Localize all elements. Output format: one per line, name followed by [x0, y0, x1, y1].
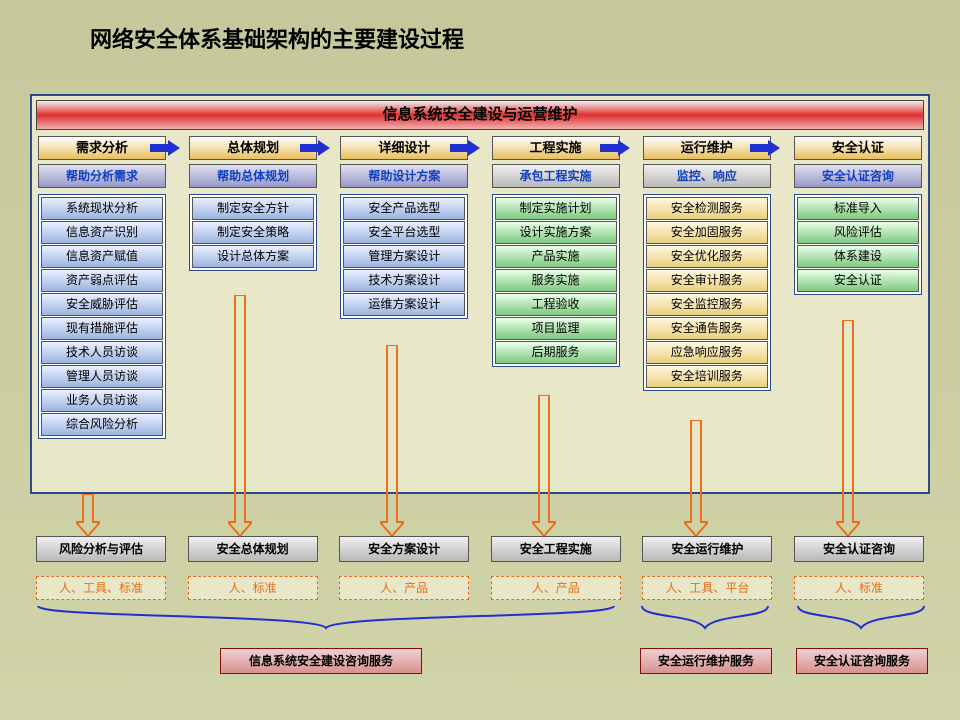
- summary-box: 安全工程实施: [491, 536, 621, 562]
- phase-item: 业务人员访谈: [41, 389, 163, 412]
- phase-item: 项目监理: [495, 317, 617, 340]
- diagram-container: 信息系统安全建设与运营维护 需求分析帮助分析需求系统现状分析信息资产识别信息资产…: [30, 94, 930, 494]
- phase-item: 应急响应服务: [646, 341, 768, 364]
- phase-item: 安全优化服务: [646, 245, 768, 268]
- brace-icon: [796, 604, 926, 640]
- phase-2: 详细设计帮助设计方案安全产品选型安全平台选型管理方案设计技术方案设计运维方案设计: [340, 136, 468, 439]
- phase-item: 产品实施: [495, 245, 617, 268]
- phase-sub: 安全认证咨询: [794, 164, 922, 188]
- phase-item: 安全认证: [797, 269, 919, 292]
- arrow-right-icon: [300, 140, 330, 156]
- arrow-down-icon: [76, 494, 100, 536]
- phase-item: 安全加固服务: [646, 221, 768, 244]
- phase-3: 工程实施承包工程实施制定实施计划设计实施方案产品实施服务实施工程验收项目监理后期…: [492, 136, 620, 439]
- phase-header: 总体规划: [189, 136, 317, 160]
- phase-item: 标准导入: [797, 197, 919, 220]
- tag-box: 人、工具、平台: [642, 576, 772, 600]
- phase-item: 资产弱点评估: [41, 269, 163, 292]
- phase-item: 运维方案设计: [343, 293, 465, 316]
- tag-box: 人、标准: [188, 576, 318, 600]
- tag-box: 人、产品: [491, 576, 621, 600]
- tag-box: 人、产品: [339, 576, 469, 600]
- phase-sub: 监控、响应: [643, 164, 771, 188]
- phase-item: 现有措施评估: [41, 317, 163, 340]
- phase-item: 设计总体方案: [192, 245, 314, 268]
- phase-item: 管理人员访谈: [41, 365, 163, 388]
- phase-sub: 帮助分析需求: [38, 164, 166, 188]
- phase-item: 技术人员访谈: [41, 341, 163, 364]
- tag-row: 人、工具、标准人、标准人、产品人、产品人、工具、平台人、标准: [36, 576, 924, 600]
- arrow-down-icon: [532, 395, 556, 536]
- phase-item: 制定安全方针: [192, 197, 314, 220]
- phase-item: 安全培训服务: [646, 365, 768, 388]
- arrow-down-icon: [836, 320, 860, 536]
- phase-item: 安全通告服务: [646, 317, 768, 340]
- phase-item: 制定实施计划: [495, 197, 617, 220]
- summary-box: 安全总体规划: [188, 536, 318, 562]
- phase-item: 信息资产赋值: [41, 245, 163, 268]
- phase-4: 运行维护监控、响应安全检测服务安全加固服务安全优化服务安全审计服务安全监控服务安…: [643, 136, 771, 439]
- phase-header: 需求分析: [38, 136, 166, 160]
- phase-item: 安全威胁评估: [41, 293, 163, 316]
- phase-items: 安全产品选型安全平台选型管理方案设计技术方案设计运维方案设计: [340, 194, 468, 319]
- arrow-right-icon: [150, 140, 180, 156]
- phase-item: 安全审计服务: [646, 269, 768, 292]
- phase-items: 安全检测服务安全加固服务安全优化服务安全审计服务安全监控服务安全通告服务应急响应…: [643, 194, 771, 391]
- summary-box: 风险分析与评估: [36, 536, 166, 562]
- phase-item: 制定安全策略: [192, 221, 314, 244]
- phase-0: 需求分析帮助分析需求系统现状分析信息资产识别信息资产赋值资产弱点评估安全威胁评估…: [38, 136, 166, 439]
- banner: 信息系统安全建设与运营维护: [36, 100, 924, 130]
- arrow-down-icon: [684, 420, 708, 536]
- phase-item: 管理方案设计: [343, 245, 465, 268]
- summary-box: 安全运行维护: [642, 536, 772, 562]
- summary-row: 风险分析与评估安全总体规划安全方案设计安全工程实施安全运行维护安全认证咨询: [36, 536, 924, 562]
- page-title: 网络安全体系基础架构的主要建设过程: [90, 22, 464, 54]
- phase-sub: 帮助总体规划: [189, 164, 317, 188]
- phase-item: 系统现状分析: [41, 197, 163, 220]
- phase-item: 服务实施: [495, 269, 617, 292]
- phase-items: 制定安全方针制定安全策略设计总体方案: [189, 194, 317, 271]
- arrow-down-icon: [380, 345, 404, 536]
- phase-item: 安全监控服务: [646, 293, 768, 316]
- tag-box: 人、工具、标准: [36, 576, 166, 600]
- phase-sub: 承包工程实施: [492, 164, 620, 188]
- phase-item: 体系建设: [797, 245, 919, 268]
- arrow-right-icon: [450, 140, 480, 156]
- phase-items: 标准导入风险评估体系建设安全认证: [794, 194, 922, 295]
- brace-icon: [36, 604, 616, 640]
- arrow-down-icon: [228, 295, 252, 536]
- phase-items: 制定实施计划设计实施方案产品实施服务实施工程验收项目监理后期服务: [492, 194, 620, 367]
- phase-1: 总体规划帮助总体规划制定安全方针制定安全策略设计总体方案: [189, 136, 317, 439]
- phase-item: 设计实施方案: [495, 221, 617, 244]
- phase-row: 需求分析帮助分析需求系统现状分析信息资产识别信息资产赋值资产弱点评估安全威胁评估…: [38, 136, 922, 439]
- tag-box: 人、标准: [794, 576, 924, 600]
- phase-item: 安全平台选型: [343, 221, 465, 244]
- phase-item: 安全检测服务: [646, 197, 768, 220]
- service-box: 安全认证咨询服务: [796, 648, 928, 674]
- phase-header: 安全认证: [794, 136, 922, 160]
- arrow-right-icon: [600, 140, 630, 156]
- phase-item: 风险评估: [797, 221, 919, 244]
- service-box: 信息系统安全建设咨询服务: [220, 648, 422, 674]
- arrow-right-icon: [750, 140, 780, 156]
- phase-item: 安全产品选型: [343, 197, 465, 220]
- summary-box: 安全方案设计: [339, 536, 469, 562]
- phase-item: 工程验收: [495, 293, 617, 316]
- phase-sub: 帮助设计方案: [340, 164, 468, 188]
- phase-item: 技术方案设计: [343, 269, 465, 292]
- phase-item: 后期服务: [495, 341, 617, 364]
- service-box: 安全运行维护服务: [640, 648, 772, 674]
- phase-item: 信息资产识别: [41, 221, 163, 244]
- summary-box: 安全认证咨询: [794, 536, 924, 562]
- phase-item: 综合风险分析: [41, 413, 163, 436]
- phase-items: 系统现状分析信息资产识别信息资产赋值资产弱点评估安全威胁评估现有措施评估技术人员…: [38, 194, 166, 439]
- brace-icon: [640, 604, 770, 640]
